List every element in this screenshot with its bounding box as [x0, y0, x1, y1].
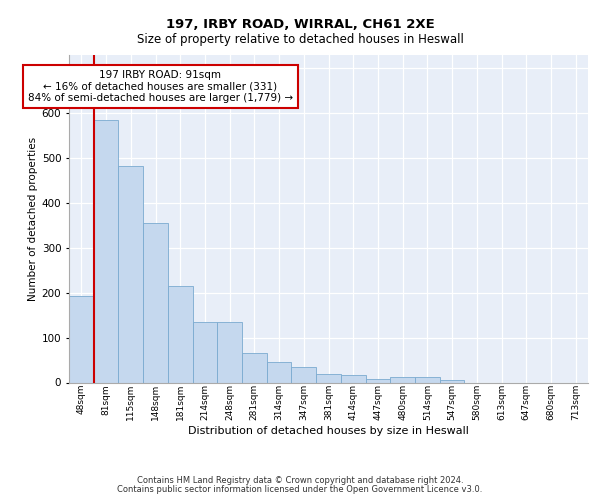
Bar [69, 296, 94, 382]
Bar [242, 354, 267, 382]
Bar [341, 376, 365, 382]
Y-axis label: Number of detached properties: Number of detached properties [28, 136, 38, 301]
Bar [118, 166, 143, 382]
Text: Contains HM Land Registry data © Crown copyright and database right 2024.: Contains HM Land Registry data © Crown c… [137, 476, 463, 485]
Bar [217, 322, 242, 382]
X-axis label: Distribution of detached houses by size in Heswall: Distribution of detached houses by size … [188, 426, 469, 436]
Bar [415, 377, 440, 382]
Bar [193, 322, 217, 382]
Bar [292, 367, 316, 382]
Bar [440, 380, 464, 382]
Text: 197, IRBY ROAD, WIRRAL, CH61 2XE: 197, IRBY ROAD, WIRRAL, CH61 2XE [166, 18, 434, 30]
Text: 197 IRBY ROAD: 91sqm
← 16% of detached houses are smaller (331)
84% of semi-deta: 197 IRBY ROAD: 91sqm ← 16% of detached h… [28, 70, 293, 103]
Bar [94, 120, 118, 382]
Bar [267, 362, 292, 382]
Bar [143, 223, 168, 382]
Text: Contains public sector information licensed under the Open Government Licence v3: Contains public sector information licen… [118, 485, 482, 494]
Bar [365, 379, 390, 382]
Text: Size of property relative to detached houses in Heswall: Size of property relative to detached ho… [137, 34, 463, 46]
Bar [168, 286, 193, 382]
Bar [390, 377, 415, 382]
Bar [316, 374, 341, 382]
